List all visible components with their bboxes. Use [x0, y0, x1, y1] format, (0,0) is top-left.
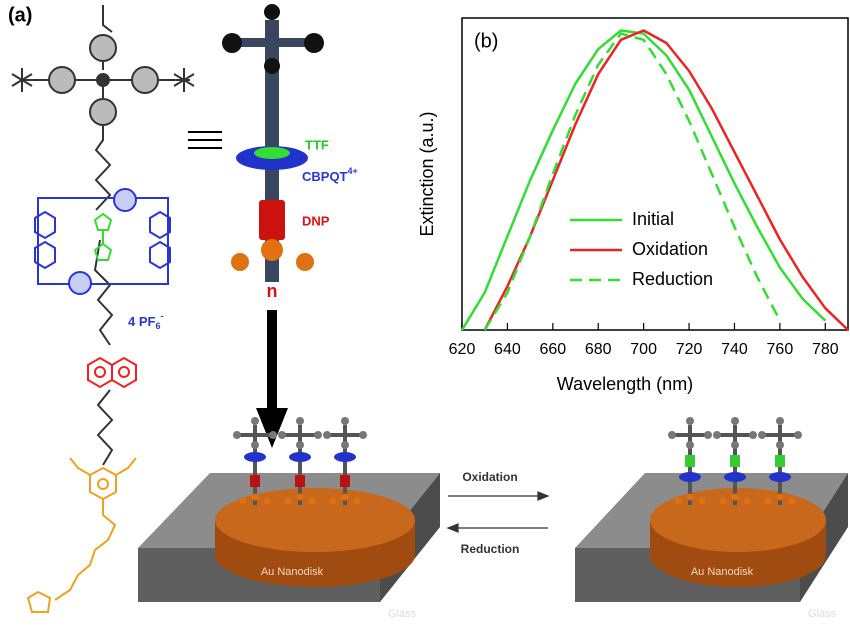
x-tick-label: 720 [676, 341, 703, 358]
stopper-ball [758, 431, 766, 439]
repeat-label: n [267, 281, 278, 301]
stopper-ball [296, 417, 304, 425]
x-tick-label: 760 [767, 341, 794, 358]
panel-label: (b) [474, 30, 498, 52]
ttf-unit [730, 455, 740, 467]
oxidation-label: Oxidation [462, 470, 517, 484]
counterion: 4 PF6- [128, 311, 163, 331]
y-axis-title: Extinction (a.u.) [417, 111, 437, 236]
counterion-sub: 6 [155, 321, 160, 331]
stopper-ball [731, 417, 739, 425]
anchor-ball [330, 498, 337, 505]
dnp-label: DNP [302, 213, 330, 228]
stopper-ball [731, 441, 739, 449]
stopper-ball [269, 431, 277, 439]
ttf-unit [775, 455, 785, 467]
anchor-ball [789, 498, 796, 505]
anchor-ball [297, 494, 304, 501]
x-tick-label: 660 [539, 341, 566, 358]
switch-arrows [448, 492, 548, 532]
counterion-text: 4 PF [128, 314, 156, 329]
x-tick-label: 620 [449, 341, 476, 358]
ring [244, 452, 266, 462]
stopper-ball [776, 417, 784, 425]
x-tick-label: 780 [812, 341, 839, 358]
substrate-label: Glass [388, 608, 417, 620]
ring [334, 452, 356, 462]
stopper-ball [686, 441, 694, 449]
stopper-ball [296, 441, 304, 449]
legend-label: Initial [632, 209, 674, 229]
ring [289, 452, 311, 462]
dnp-unit [250, 475, 260, 487]
cbpqt-text: CBPQT [302, 169, 348, 184]
rod-cap [284, 433, 316, 437]
rod-cap [719, 433, 751, 437]
disk-label: Au Nanodisk [261, 566, 324, 578]
anchor-ball [744, 498, 751, 505]
anchor-ball [732, 494, 739, 501]
ttf-label: TTF [305, 137, 329, 152]
rod-cap [239, 433, 271, 437]
stopper-ball [776, 441, 784, 449]
stopper-ball [713, 431, 721, 439]
stopper-ball [278, 431, 286, 439]
legend-label: Oxidation [632, 239, 708, 259]
stopper-ball [794, 431, 802, 439]
anchor-ball [264, 498, 271, 505]
ring [769, 472, 791, 482]
down-arrow [256, 310, 288, 448]
stopper-ball [251, 417, 259, 425]
stopper-ball [359, 431, 367, 439]
stopper-ball [749, 431, 757, 439]
ring [679, 472, 701, 482]
stopper-ball [323, 431, 331, 439]
x-tick-label: 740 [721, 341, 748, 358]
x-tick-label: 640 [494, 341, 521, 358]
stopper-ball [668, 431, 676, 439]
anchor-ball [309, 498, 316, 505]
x-tick-label: 680 [585, 341, 612, 358]
counterion-sup: - [160, 311, 163, 321]
dnp-unit [295, 475, 305, 487]
stopper-ball [341, 441, 349, 449]
anchor-ball [354, 498, 361, 505]
reduction-label: Reduction [461, 542, 520, 556]
anchor-ball [240, 498, 247, 505]
stopper-ball [686, 417, 694, 425]
anchor-ball [720, 498, 727, 505]
rod-cap [674, 433, 706, 437]
disk-label: Au Nanodisk [691, 566, 754, 578]
stopper-ball [341, 417, 349, 425]
panel-label: (a) [8, 4, 32, 26]
stopper-ball [251, 441, 259, 449]
anchor-ball [765, 498, 772, 505]
dnp-unit [340, 475, 350, 487]
stopper-ball [233, 431, 241, 439]
anchor-ball [777, 494, 784, 501]
figure: (a) [0, 0, 850, 632]
rod-cap [764, 433, 796, 437]
anchor-ball [252, 494, 259, 501]
ring [724, 472, 746, 482]
x-tick-label: 700 [630, 341, 657, 358]
equivalence-sign [188, 132, 222, 148]
stopper-ball [704, 431, 712, 439]
cbpqt-label: CBPQT4+ [302, 166, 358, 184]
substrate-label: Glass [808, 608, 837, 620]
cbpqt-sup: 4+ [348, 166, 358, 176]
anchor-ball [342, 494, 349, 501]
anchor-ball [687, 494, 694, 501]
ttf-unit [685, 455, 695, 467]
stopper-ball [314, 431, 322, 439]
rod-cap [329, 433, 361, 437]
chart: (b) 620 640 660 680 700 720 740 760 780 Wavelength… [417, 18, 848, 394]
legend-label: Reduction [632, 269, 713, 289]
x-axis-title: Wavelength (nm) [557, 374, 693, 394]
device-initial [138, 473, 440, 602]
anchor-ball [675, 498, 682, 505]
anchor-ball [285, 498, 292, 505]
device-switched [575, 473, 848, 602]
anchor-ball [699, 498, 706, 505]
